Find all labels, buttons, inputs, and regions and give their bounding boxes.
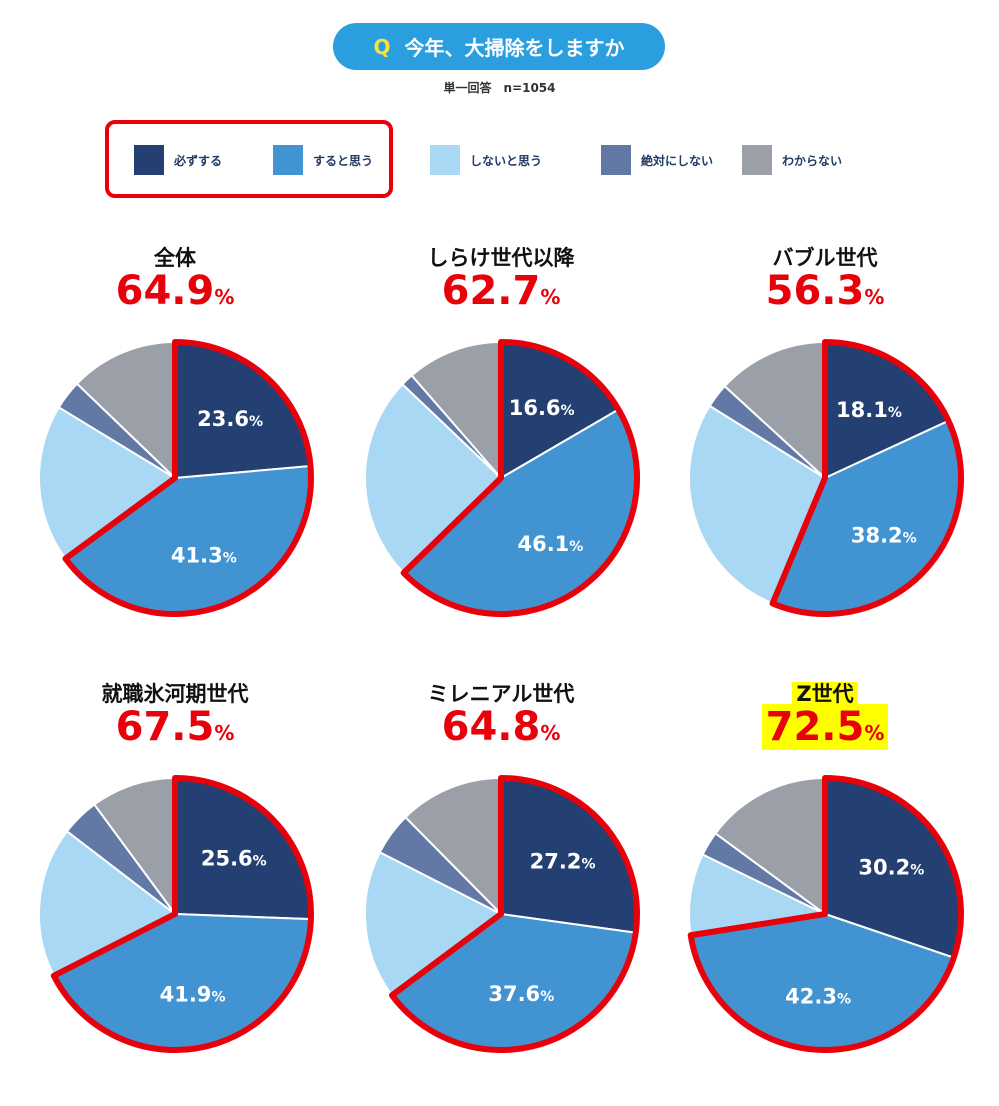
q-mark: Q: [373, 34, 391, 59]
percent-unit: %: [864, 721, 885, 745]
total-percent: 64.9%: [15, 268, 335, 320]
pie-chart: Z世代 72.5% 30.2% 42.3%: [665, 678, 985, 1098]
legend-label: 必ずする: [174, 153, 223, 168]
pie-svg: 16.6%46.1%: [364, 339, 640, 617]
legend-swatch: [273, 145, 303, 175]
question-text: 今年、大掃除をしますか: [404, 36, 625, 60]
percent-unit: %: [540, 721, 561, 745]
pie-chart: しらけ世代以降 62.7% 16.6% 46.1%: [341, 242, 661, 662]
category-label: バブル世代: [772, 246, 878, 270]
legend-swatch: [134, 145, 164, 175]
pie-slice: [410, 340, 502, 481]
pie-chart: バブル世代 56.3% 18.1% 38.2%: [665, 242, 985, 662]
legend-swatch: [601, 145, 631, 175]
pie-slice: [723, 340, 826, 481]
legend-label: しないと思う: [470, 153, 543, 168]
total-percent-value: 64.9: [115, 268, 215, 314]
pie-svg: 30.2%42.3%: [687, 775, 964, 1053]
category-label: ミレニアル世代: [427, 682, 575, 706]
pie-slice: [75, 340, 176, 481]
legend-highlight-box: [105, 120, 393, 198]
highlight-outline: [62, 339, 314, 617]
pie-slice: [404, 776, 502, 917]
legend-item: しないと思う: [430, 145, 542, 175]
highlight-outline: [687, 775, 964, 1053]
highlight-outline: [50, 775, 314, 1053]
question-banner: Q 今年、大掃除をしますか: [333, 23, 665, 70]
highlight-outline: [769, 339, 964, 617]
chart-category: 就職氷河期世代: [15, 678, 335, 708]
chart-category: バブル世代: [665, 242, 985, 272]
percent-unit: %: [214, 721, 235, 745]
total-percent-value: 56.3: [765, 268, 865, 314]
total-percent-value: 72.5: [765, 704, 865, 750]
category-label: 就職氷河期世代: [101, 682, 249, 706]
pie-slice: [38, 405, 177, 561]
slice-label: 46.1%: [517, 532, 583, 556]
chart-category: ミレニアル世代: [341, 678, 661, 708]
highlight-outline: [400, 339, 640, 617]
chart-category: Z世代: [665, 678, 985, 708]
slice-label: 37.6%: [488, 982, 554, 1006]
legend-swatch: [430, 145, 460, 175]
legend-item: 必ずする: [134, 145, 222, 175]
legend-item: 絶対にしない: [601, 145, 713, 175]
pie-chart: ミレニアル世代 64.8% 27.2% 37.6%: [341, 678, 661, 1098]
category-label: しらけ世代以降: [427, 246, 575, 270]
total-percent: 64.8%: [341, 704, 661, 756]
percent-unit: %: [540, 285, 561, 309]
legend-item: すると思う: [273, 145, 373, 175]
legend-label: すると思う: [313, 153, 374, 168]
chart-category: 全体: [15, 242, 335, 272]
pie-chart: 就職氷河期世代 67.5% 25.6% 41.9%: [15, 678, 335, 1098]
total-percent-value: 64.8: [441, 704, 541, 750]
total-percent: 56.3%: [665, 268, 985, 320]
legend-item: わからない: [742, 145, 842, 175]
category-label: 全体: [154, 246, 196, 270]
highlight-outline: [388, 775, 640, 1053]
pie-chart: 全体 64.9% 23.6% 41.3%: [15, 242, 335, 662]
sample-note: 単一回答 n=1054: [443, 81, 556, 95]
pie-svg: 23.6%41.3%: [38, 339, 314, 617]
total-percent-value: 62.7: [441, 268, 541, 314]
total-percent: 72.5%: [665, 704, 985, 756]
pie-slice: [38, 829, 177, 978]
percent-unit: %: [214, 285, 235, 309]
legend-swatch: [742, 145, 772, 175]
legend-label: 絶対にしない: [641, 153, 714, 168]
slice-label: 42.3%: [785, 984, 851, 1008]
total-percent: 67.5%: [15, 704, 335, 756]
pie-slice: [364, 382, 503, 575]
pie-svg: 25.6%41.9%: [38, 775, 314, 1053]
total-percent-value: 67.5: [115, 704, 215, 750]
percent-unit: %: [864, 285, 885, 309]
pie-svg: 18.1%38.2%: [688, 339, 964, 617]
pie-slice: [714, 776, 826, 916]
category-label: Z世代: [792, 682, 858, 706]
pie-svg: 27.2%37.6%: [364, 775, 640, 1053]
total-percent: 62.7%: [341, 268, 661, 320]
chart-category: しらけ世代以降: [341, 242, 661, 272]
legend-label: わからない: [782, 153, 843, 168]
pie-slice: [364, 850, 503, 997]
